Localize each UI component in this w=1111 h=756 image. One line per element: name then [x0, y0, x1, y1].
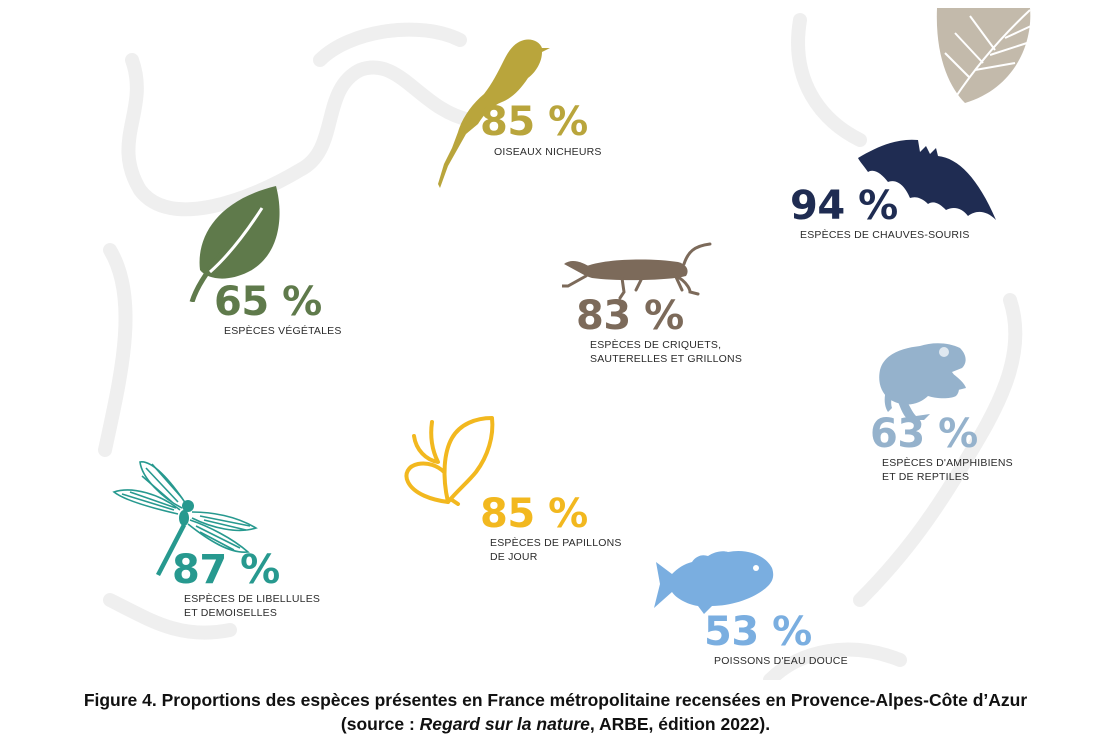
caption-source-suffix: , ARBE, édition 2022). — [589, 714, 771, 734]
fish-icon — [654, 550, 774, 614]
bat-shape — [858, 139, 996, 220]
leaf-icon — [189, 186, 280, 302]
stat-label: ET DEMOISELLES — [184, 607, 278, 619]
dragonfly-wing-right — [191, 511, 258, 532]
bat-icon — [858, 139, 996, 220]
caption-line-1: Figure 4. Proportions des espèces présen… — [83, 690, 1028, 710]
stat-label: SAUTERELLES ET GRILLONS — [590, 353, 743, 365]
dragonfly-wing-left — [112, 489, 181, 515]
dragonfly-wing-upper-left — [139, 461, 187, 509]
cricket-icon — [562, 242, 712, 300]
butterfly-back-wing — [404, 461, 450, 504]
stat-label: POISSONS D'EAU DOUCE — [714, 655, 848, 667]
stat-label: ESPÈCES DE CHAUVES-SOURIS — [800, 229, 970, 241]
stat-label: ESPÈCES DE PAPILLONS — [490, 537, 622, 549]
butterfly-icon — [404, 416, 495, 506]
stat-label: ESPÈCES DE CRIQUETS, — [590, 339, 722, 351]
percentage-value: 65 % — [214, 279, 322, 325]
decorative-leaf-icon — [936, 8, 1032, 103]
percentage-value: 53 % — [704, 609, 812, 655]
stat-label: DE JOUR — [490, 551, 538, 563]
figure-caption: Figure 4. Proportions des espèces présen… — [0, 688, 1111, 736]
dragonfly-wing-lower-right — [187, 519, 250, 553]
caption-source-prefix: (source : — [340, 714, 420, 734]
frog-icon — [879, 343, 966, 420]
caption-line-2: (source : Regard sur la nature, ARBE, éd… — [0, 712, 1111, 736]
bird-shape — [438, 39, 550, 189]
percentage-value: 85 % — [480, 491, 588, 537]
percentage-value: 85 % — [480, 99, 588, 145]
dragonfly-icon — [112, 461, 258, 576]
percentage-value: 83 % — [576, 293, 684, 339]
percentage-value: 87 % — [172, 547, 280, 593]
dragonfly-tail — [156, 524, 186, 576]
caption-source-title: Regard sur la nature — [419, 714, 590, 734]
butterfly-front-wing — [442, 416, 495, 504]
percentage-value: 94 % — [790, 183, 898, 229]
percentage-value: 63 % — [870, 411, 978, 457]
bird-icon — [438, 39, 550, 189]
background-outline — [98, 13, 1023, 680]
stat-label: ESPÈCES DE LIBELLULES — [184, 593, 321, 605]
cricket-body — [581, 259, 688, 281]
stat-label: ESPÈCES VÉGÉTALES — [224, 325, 342, 337]
stat-label: OISEAUX NICHEURS — [494, 146, 602, 158]
stat-label: ESPÈCES D'AMPHIBIENS — [882, 457, 1013, 469]
frog-body — [879, 343, 966, 405]
stat-label: ET DE REPTILES — [882, 471, 970, 483]
fish-shape — [654, 550, 774, 614]
